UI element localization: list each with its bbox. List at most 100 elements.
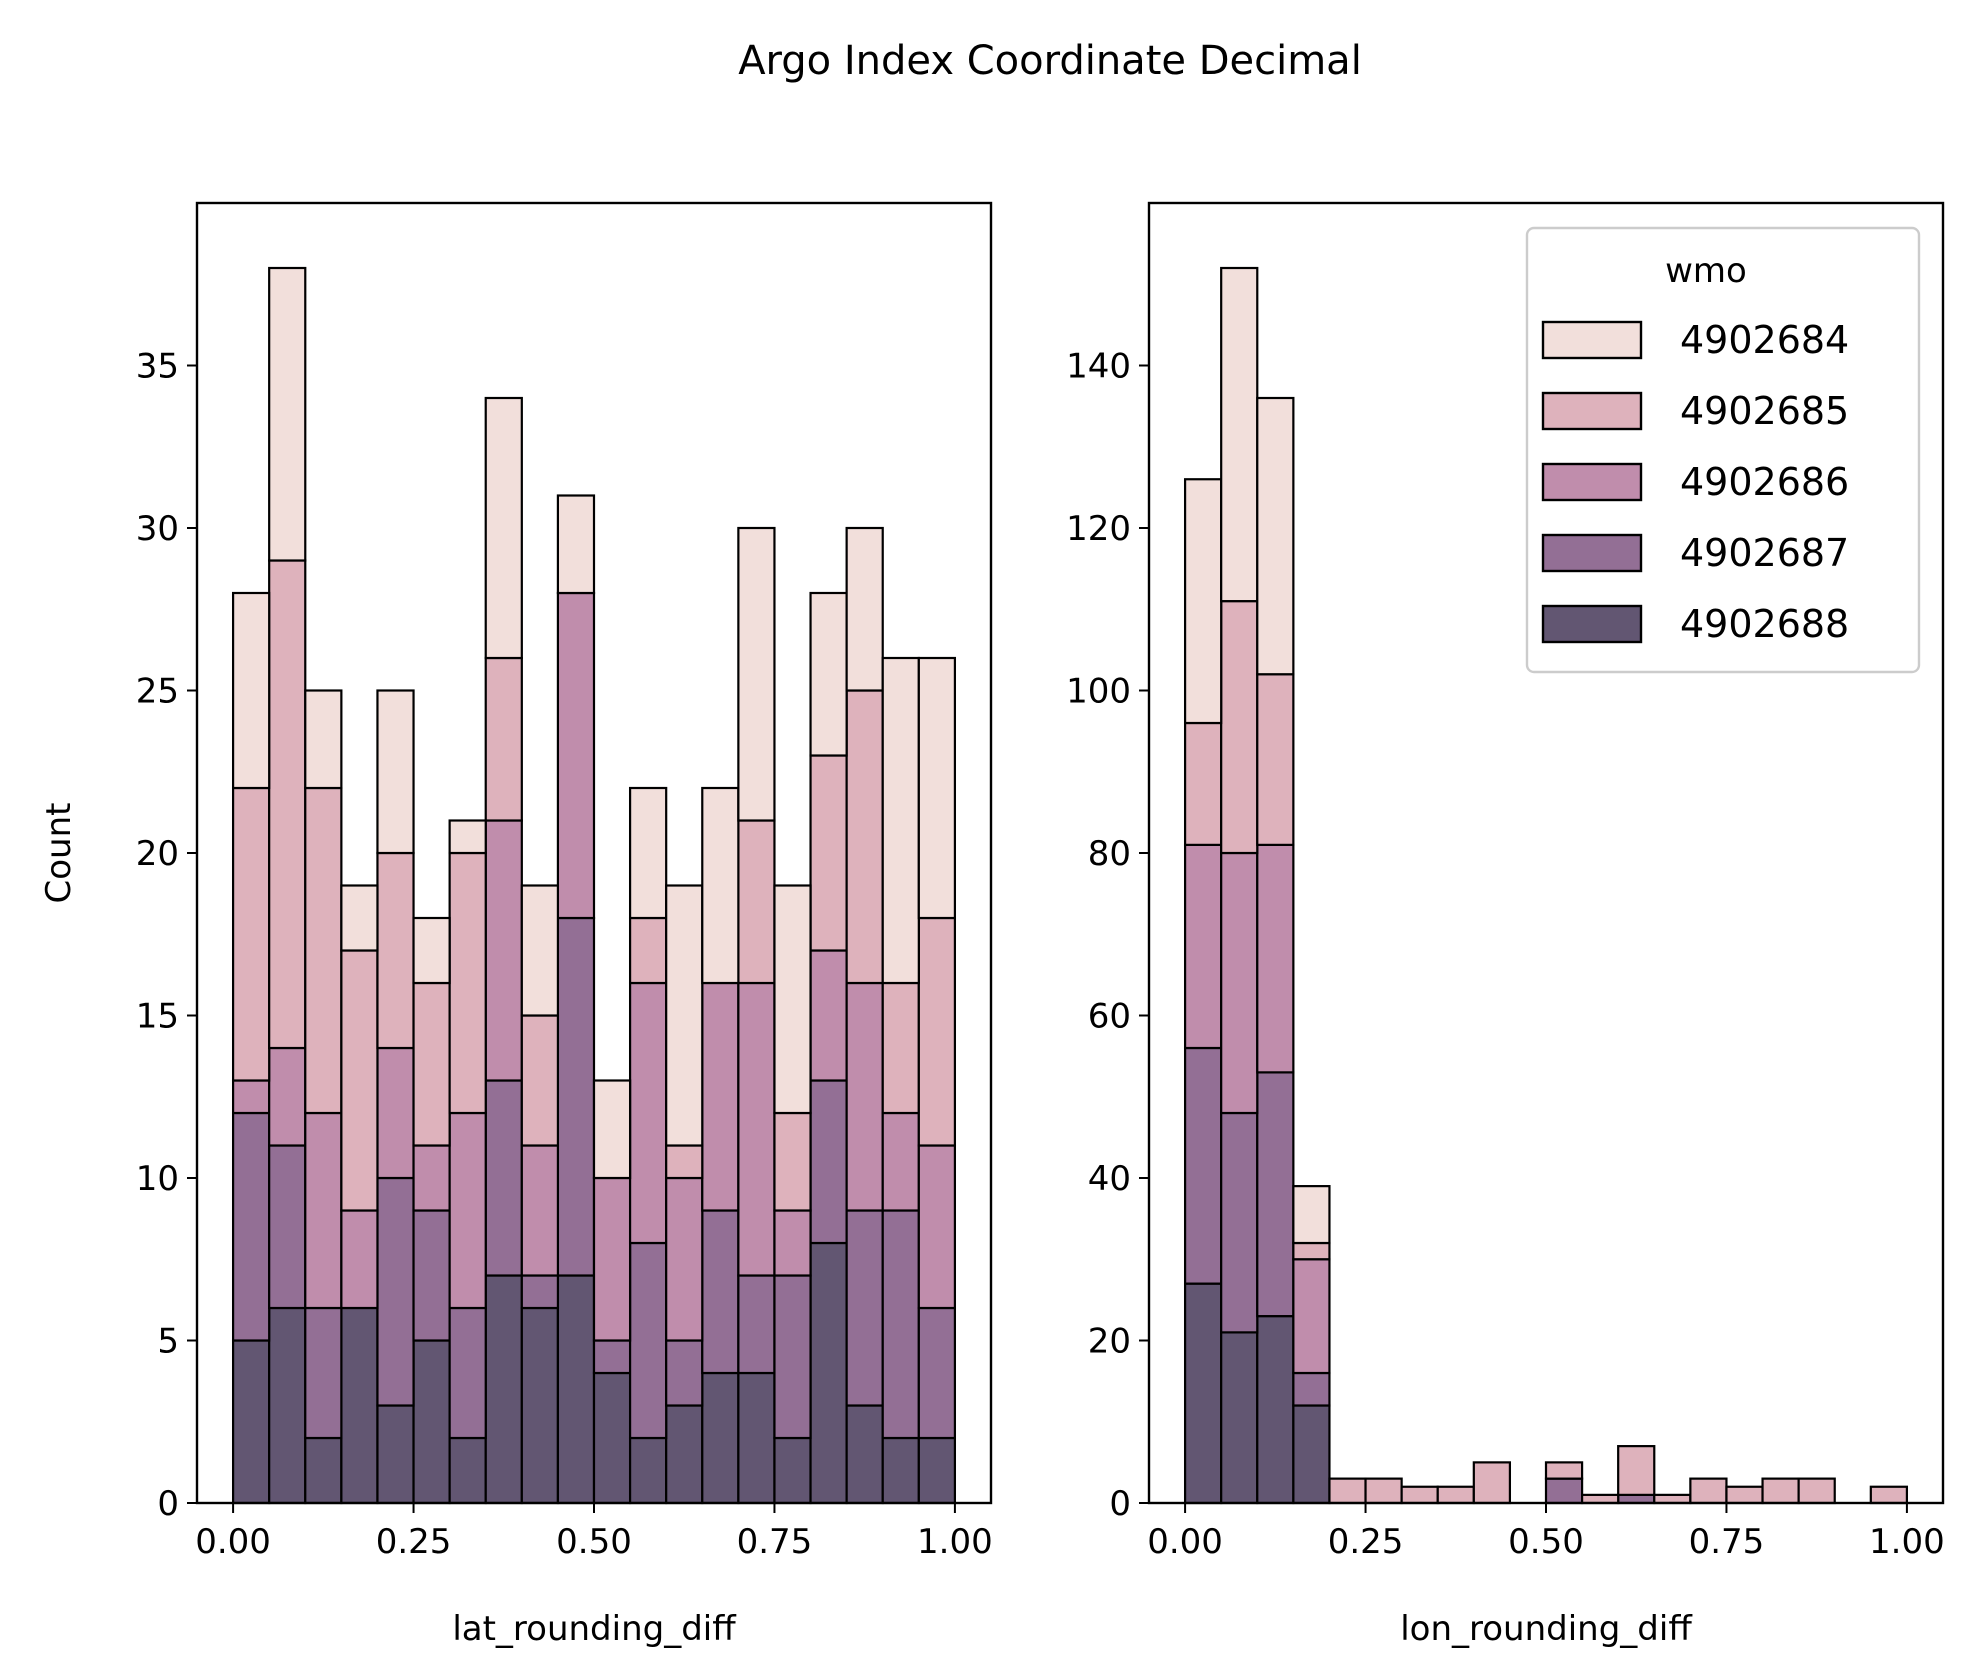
lat-bar-4902688-bin-1 xyxy=(268,1306,307,1505)
lon-bar-4902685-bin-13 xyxy=(1653,1493,1692,1505)
lat-bar-4902685-bin-2 xyxy=(304,786,343,1115)
lat-bar-4902688-bin-16 xyxy=(809,1241,848,1505)
lon-bar-4902685-bin-8 xyxy=(1472,1461,1512,1505)
lat-bar-4902688-bin-7 xyxy=(484,1274,523,1505)
legend-label-4902685: 4902685 xyxy=(1680,389,1849,433)
lon-bar-4902684-bin-3 xyxy=(1292,1185,1331,1245)
lat-bar-4902686-bin-5 xyxy=(412,1144,451,1212)
lat-bar-4902686-bin-6 xyxy=(448,1111,487,1310)
lat-bar-4902686-bin-3 xyxy=(340,1209,379,1310)
lat-bar-4902686-bin-1 xyxy=(268,1046,307,1147)
lat-bar-4902687-bin-19 xyxy=(917,1306,957,1440)
lat-bar-4902685-bin-17 xyxy=(845,689,884,985)
lat-bar-4902684-bin-13 xyxy=(701,786,740,985)
lon-bar-4902684-bin-2 xyxy=(1256,396,1295,676)
lon-y-ticks: 0 20 40 60 80 100 120 140 xyxy=(1066,347,1149,1524)
lat-bar-4902684-bin-18 xyxy=(881,656,920,985)
lon-y-tick-label: 120 xyxy=(1066,509,1131,549)
lat-x-tick-label: 0.25 xyxy=(376,1522,452,1562)
lat-bar-4902684-bin-9 xyxy=(556,494,596,595)
lat-bar-4902687-bin-7 xyxy=(484,1079,523,1277)
lat-bar-4902684-bin-0 xyxy=(231,591,271,790)
lat-bar-4902687-bin-0 xyxy=(231,1111,271,1342)
lon-bars xyxy=(1183,266,1909,1505)
lat-bar-4902686-bin-15 xyxy=(773,1209,812,1277)
lon-bar-4902688-bin-2 xyxy=(1256,1315,1295,1505)
lon-bar-4902686-bin-0 xyxy=(1183,843,1223,1050)
lat-bar-4902688-bin-5 xyxy=(412,1339,451,1505)
lon-bar-4902687-bin-12 xyxy=(1617,1493,1656,1505)
lat-bar-4902685-bin-16 xyxy=(809,754,848,952)
lat-x-ticks: 0.00 0.25 0.50 0.75 1.00 xyxy=(195,1503,993,1562)
lat-bar-4902688-bin-19 xyxy=(917,1436,957,1505)
lat-bar-4902685-bin-3 xyxy=(340,949,379,1212)
lon-bar-4902685-bin-19 xyxy=(1869,1485,1909,1505)
lon-bar-4902688-bin-3 xyxy=(1292,1404,1331,1505)
lat-bar-4902684-bin-7 xyxy=(484,396,523,660)
lat-bar-4902686-bin-0 xyxy=(231,1079,271,1115)
lat-bar-4902685-bin-12 xyxy=(665,1144,704,1180)
lon-y-tick-label: 20 xyxy=(1088,1322,1131,1362)
lon-y-tick-label: 40 xyxy=(1088,1159,1131,1199)
lat-bar-4902686-bin-18 xyxy=(881,1111,920,1212)
lon-bar-4902685-bin-16 xyxy=(1761,1477,1800,1505)
lon-y-tick-label: 140 xyxy=(1066,347,1131,387)
lat-bar-4902684-bin-17 xyxy=(845,526,884,692)
lat-bar-4902686-bin-13 xyxy=(701,981,740,1212)
lat-bar-4902686-bin-16 xyxy=(809,949,848,1082)
lat-bar-4902686-bin-12 xyxy=(665,1176,704,1342)
lat-bar-4902687-bin-14 xyxy=(737,1274,776,1375)
lat-bar-4902687-bin-17 xyxy=(845,1209,884,1407)
lat-bar-4902684-bin-12 xyxy=(665,884,704,1147)
lat-bar-4902687-bin-4 xyxy=(376,1176,415,1407)
lon-x-tick-label: 0.25 xyxy=(1328,1522,1404,1562)
lon-bar-4902685-bin-15 xyxy=(1725,1485,1764,1505)
lat-bar-4902688-bin-0 xyxy=(231,1339,271,1505)
lat-bar-4902688-bin-9 xyxy=(556,1274,596,1505)
lat-y-tick-label: 0 xyxy=(157,1484,179,1524)
lat-bar-4902684-bin-19 xyxy=(917,656,957,920)
lat-bar-4902685-bin-0 xyxy=(231,786,271,1082)
lon-bar-4902685-bin-6 xyxy=(1400,1485,1439,1505)
lon-x-ticks: 0.00 0.25 0.50 0.75 1.00 xyxy=(1147,1503,1945,1562)
lat-bar-4902684-bin-4 xyxy=(376,689,415,855)
lat-y-ticks: 0 5 10 15 20 25 30 35 xyxy=(136,347,197,1524)
lat-bar-4902684-bin-2 xyxy=(304,689,343,790)
lon-bar-4902685-bin-5 xyxy=(1364,1477,1403,1505)
lat-bar-4902688-bin-6 xyxy=(448,1436,487,1505)
lat-bar-4902686-bin-19 xyxy=(917,1144,957,1310)
legend-label-4902687: 4902687 xyxy=(1680,531,1849,575)
lat-bar-4902684-bin-16 xyxy=(809,591,848,757)
lat-bar-4902688-bin-18 xyxy=(881,1436,920,1505)
lat-bar-4902688-bin-17 xyxy=(845,1404,884,1505)
lon-axes-frame xyxy=(1147,201,1945,1505)
lat-bar-4902688-bin-10 xyxy=(592,1371,632,1505)
lat-bar-4902688-bin-15 xyxy=(773,1436,812,1505)
lat-bar-4902686-bin-10 xyxy=(592,1176,632,1342)
legend: wmo 4902684 4902685 4902686 4902687 4902688 xyxy=(1525,226,1921,674)
lon-x-axis-label: lon_rounding_diff xyxy=(1400,1609,1693,1649)
lat-bar-4902688-bin-4 xyxy=(376,1404,415,1505)
lat-y-tick-label: 15 xyxy=(136,997,179,1037)
lat-bar-4902688-bin-13 xyxy=(701,1371,740,1505)
lon-bar-4902685-bin-2 xyxy=(1256,673,1295,846)
lon-x-tick-label: 0.00 xyxy=(1147,1522,1223,1562)
lat-bar-4902685-bin-14 xyxy=(737,819,776,985)
legend-swatch-4902685 xyxy=(1541,391,1643,431)
lat-bar-4902684-bin-1 xyxy=(268,266,307,562)
lat-x-tick-label: 1.00 xyxy=(917,1522,993,1562)
lat-y-tick-label: 20 xyxy=(136,834,179,874)
lat-bar-4902687-bin-15 xyxy=(773,1274,812,1440)
lat-x-axis-label: lat_rounding_diff xyxy=(452,1609,737,1649)
lon-bar-4902685-bin-1 xyxy=(1220,600,1259,855)
lon-bar-4902686-bin-2 xyxy=(1256,843,1295,1074)
lon-bar-4902687-bin-10 xyxy=(1544,1477,1584,1505)
lat-bar-4902687-bin-16 xyxy=(809,1079,848,1245)
lat-bars xyxy=(231,266,957,1505)
lat-y-tick-label: 10 xyxy=(136,1159,179,1199)
lat-bar-4902687-bin-18 xyxy=(881,1209,920,1440)
lat-bar-4902686-bin-17 xyxy=(845,981,884,1212)
lat-bar-4902685-bin-8 xyxy=(520,1014,560,1147)
